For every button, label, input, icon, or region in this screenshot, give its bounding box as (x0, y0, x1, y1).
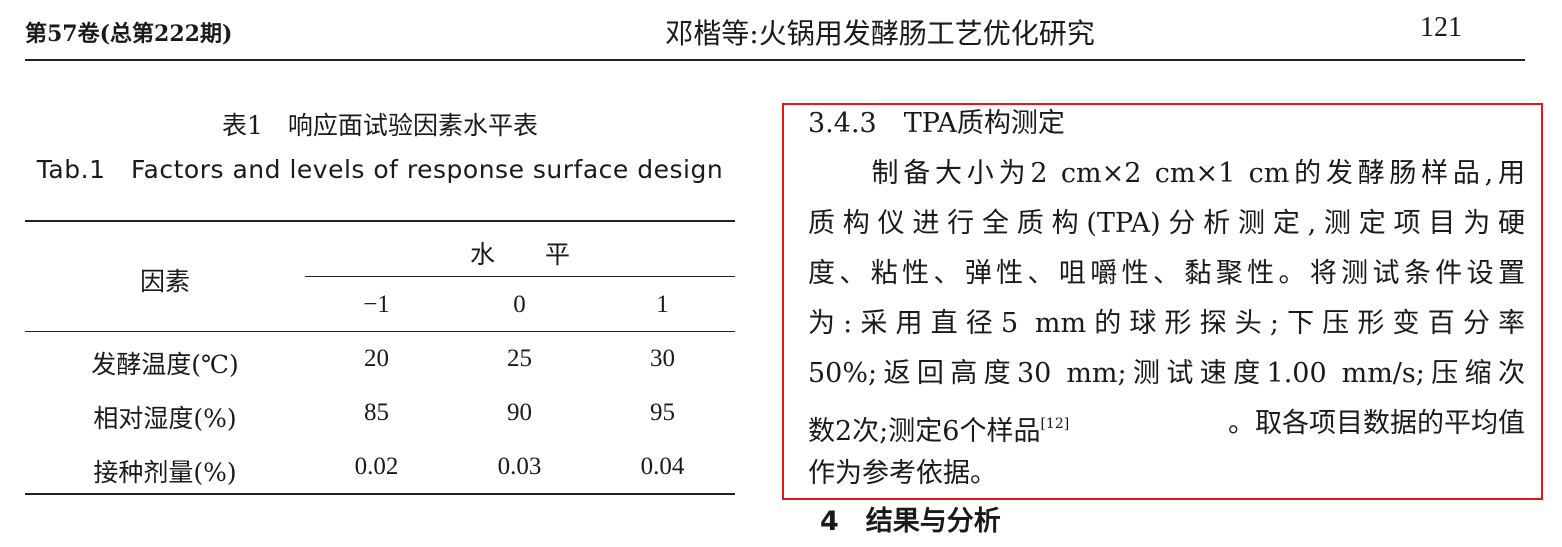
level-sub-rule (305, 276, 735, 277)
table-caption-cn: 表1 响应面试验因素水平表 (222, 111, 538, 140)
level-minus1: −1 (363, 291, 390, 318)
paragraph-line: 50%;返回高度30 mm;测试速度1.00 mm/s;压缩次 (808, 358, 1525, 389)
level-0: 0 (513, 291, 526, 318)
next-section-heading-partial: 4 结果与分析 (820, 506, 1001, 537)
table-caption-en: Tab.1 Factors and levels of response sur… (36, 155, 724, 184)
text: 数2次;测定6个样品 (808, 416, 1041, 447)
level-header: 水 平 (469, 240, 570, 269)
level-1: 1 (656, 291, 669, 318)
paragraph-line: 为:采用直径5 mm的球形探头;下压形变百分率 (808, 308, 1525, 339)
paragraph-line: 数2次;测定6个样品[12] 。取各项目数据的平均值 (808, 399, 1525, 449)
table-bottom-rule (25, 493, 735, 495)
header-rule (25, 59, 1525, 61)
text: 。取各项目数据的平均值 (1228, 408, 1525, 439)
running-title: 邓楷等:火锅用发酵肠工艺优化研究 (665, 17, 1095, 50)
highlight-box (782, 103, 1543, 500)
cell-value: 95 (650, 399, 675, 426)
citation-ref[interactable]: [12] (1040, 416, 1070, 432)
cell-value: 20 (364, 345, 389, 372)
cell-value: 90 (507, 399, 532, 426)
page-number: 121 (1420, 12, 1462, 43)
cell-value: 0.04 (640, 453, 685, 480)
paragraph-line: 作为参考依据。 (808, 458, 997, 489)
paragraph-line: 度、粘性、弹性、咀嚼性、黏聚性。将测试条件设置 (808, 258, 1525, 289)
cell-value: 30 (650, 345, 675, 372)
cell-value: 0.03 (497, 453, 542, 480)
section-heading: 3.4.3 TPA质构测定 (808, 108, 1065, 139)
factor-name: 接种剂量(%) (93, 458, 237, 487)
cell-value: 25 (507, 345, 532, 372)
factor-name: 发酵温度(℃) (91, 350, 239, 379)
factor-name: 相对湿度(%) (93, 404, 237, 433)
paragraph-line: 质构仪进行全质构(TPA)分析测定,测定项目为硬 (808, 208, 1525, 239)
header-bottom-rule (25, 331, 735, 332)
table-top-rule (25, 220, 735, 222)
cell-value: 0.02 (354, 453, 399, 480)
cell-value: 85 (364, 399, 389, 426)
factor-header: 因素 (139, 267, 190, 296)
journal-issue: 第57卷(总第222期) (25, 21, 233, 47)
paragraph-line: 制备大小为2 cm×2 cm×1 cm的发酵肠样品,用 (808, 158, 1525, 189)
